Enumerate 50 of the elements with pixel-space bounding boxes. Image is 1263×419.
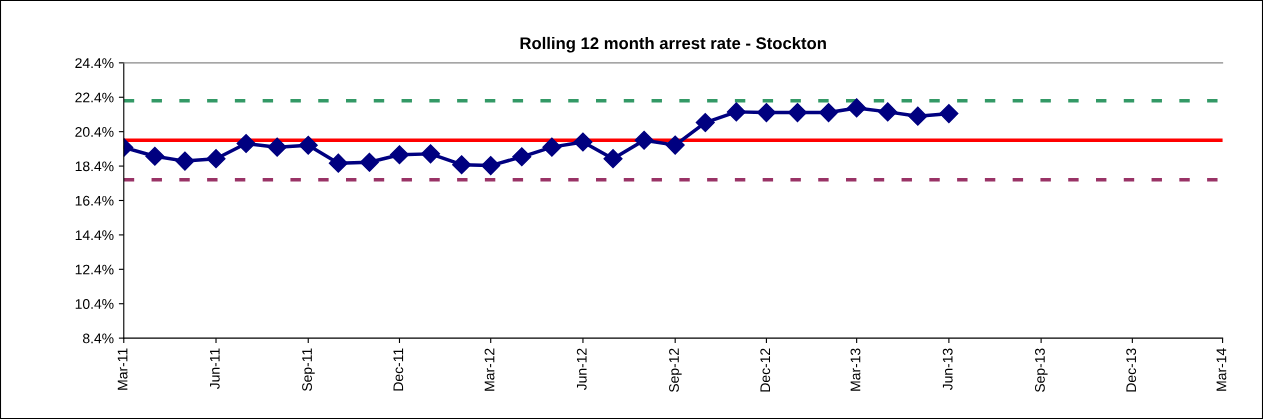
- x-tick-label: Sep-11: [302, 348, 315, 391]
- point: [542, 137, 562, 157]
- x-tick-label: Jun-12: [576, 348, 587, 391]
- y-tick-label: 14.4%: [75, 230, 114, 241]
- x-tick-label: Sep-13: [1035, 348, 1048, 393]
- x-tick-label: Jun-13: [942, 348, 953, 391]
- point: [603, 149, 623, 169]
- x-tick-label: Dec-11: [393, 348, 404, 391]
- point: [452, 155, 472, 175]
- point: [908, 106, 928, 126]
- x-tick-label: Jun-11: [210, 348, 220, 390]
- point: [787, 103, 808, 123]
- point: [847, 98, 867, 118]
- x-tick-label: Sep-12: [669, 348, 682, 393]
- point: [421, 144, 441, 164]
- point: [359, 152, 379, 172]
- x-tick-label: Dec-12: [760, 348, 771, 392]
- point: [726, 102, 746, 122]
- y-tick-label: 18.4%: [75, 161, 114, 172]
- y-tick-label: 12.4%: [75, 264, 114, 275]
- point: [665, 135, 685, 155]
- x-tick-label: Mar-12: [484, 348, 495, 391]
- point: [145, 146, 165, 166]
- y-tick-label: 22.4%: [75, 92, 114, 103]
- point: [756, 103, 776, 123]
- y-tick-label: 16.4%: [75, 195, 114, 206]
- y-tick-label: 8.4%: [83, 333, 114, 344]
- point: [512, 147, 532, 167]
- point: [878, 102, 898, 122]
- point: [206, 149, 226, 169]
- point: [175, 151, 195, 171]
- chart-title: Rolling 12 month arrest rate - Stockton: [520, 36, 826, 53]
- point: [634, 130, 654, 150]
- point: [328, 153, 348, 173]
- y-tick-label: 24.4%: [75, 58, 114, 68]
- point: [819, 103, 839, 123]
- y-tick-label: 10.4%: [75, 299, 114, 309]
- x-tick-label: Mar-13: [850, 348, 861, 391]
- point: [481, 156, 501, 176]
- point: [695, 113, 715, 133]
- point: [573, 132, 593, 152]
- x-tick-label: Mar-11: [117, 348, 128, 390]
- point: [267, 137, 287, 157]
- point: [389, 145, 410, 165]
- point: [939, 104, 959, 124]
- x-tick-label: Dec-13: [1126, 348, 1137, 392]
- point: [298, 135, 318, 155]
- y-tick-label: 20.4%: [75, 127, 114, 137]
- point: [236, 134, 256, 154]
- x-tick-label: Mar-14: [1216, 348, 1227, 391]
